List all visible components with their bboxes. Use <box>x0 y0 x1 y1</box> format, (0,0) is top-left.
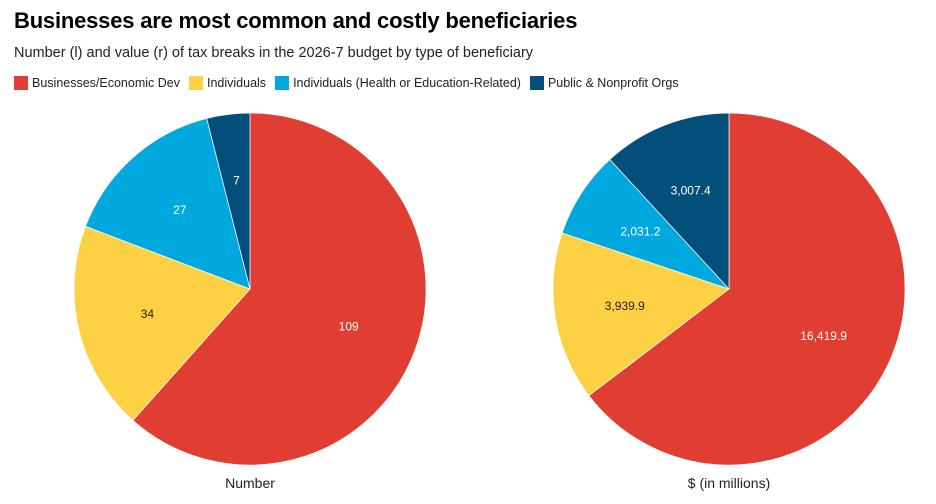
legend-label: Public & Nonprofit Orgs <box>547 76 679 90</box>
legend-swatch <box>188 76 203 90</box>
pie-slice-businesses[interactable] <box>132 112 427 466</box>
data-label-individuals-health-education: 2,031.2 <box>620 225 660 239</box>
data-label-public-nonprofit: 7 <box>233 174 240 188</box>
legend-label: Individuals (Health or Education-Related… <box>293 76 521 90</box>
caption-number: Number <box>225 475 275 491</box>
legend-swatch <box>14 76 28 90</box>
data-label-individuals: 34 <box>141 307 155 321</box>
pie-slice-public-nonprofit[interactable] <box>206 112 251 290</box>
legend-swatch <box>529 76 544 90</box>
legend-swatch <box>275 76 290 90</box>
legend-label: Businesses/Economic Dev <box>32 76 180 90</box>
pie-slice-public-nonprofit[interactable] <box>609 112 730 290</box>
pie-slice-businesses[interactable] <box>588 112 906 466</box>
pie-value: 16,419.9 3,939.9 2,031.2 3,007.4 <box>552 112 906 466</box>
chart-subtitle: Number (l) and value (r) of tax breaks i… <box>14 45 534 61</box>
pie-number: 109 34 27 7 <box>73 112 427 466</box>
legend-item-individuals[interactable]: Individuals <box>188 76 267 90</box>
legend-item-public-nonprofit[interactable]: Public & Nonprofit Orgs <box>529 76 679 90</box>
legend: Businesses/Economic Dev Individuals Indi… <box>14 76 688 90</box>
pie-slice-individuals-health-education[interactable] <box>85 117 251 290</box>
chart-title: Businesses are most common and costly be… <box>14 8 578 33</box>
data-label-businesses: 16,419.9 <box>800 329 847 343</box>
legend-label: Individuals <box>206 76 267 90</box>
data-label-businesses: 109 <box>339 320 359 334</box>
data-label-individuals: 3,939.9 <box>605 299 645 313</box>
data-label-individuals-health-education: 27 <box>173 203 187 217</box>
legend-item-businesses[interactable]: Businesses/Economic Dev <box>14 76 180 90</box>
caption-value: $ (in millions) <box>688 475 770 491</box>
pie-slice-individuals[interactable] <box>73 225 251 421</box>
data-label-public-nonprofit: 3,007.4 <box>671 184 711 198</box>
legend-item-individuals-health-education[interactable]: Individuals (Health or Education-Related… <box>275 76 521 90</box>
pie-slice-individuals[interactable] <box>552 232 730 397</box>
